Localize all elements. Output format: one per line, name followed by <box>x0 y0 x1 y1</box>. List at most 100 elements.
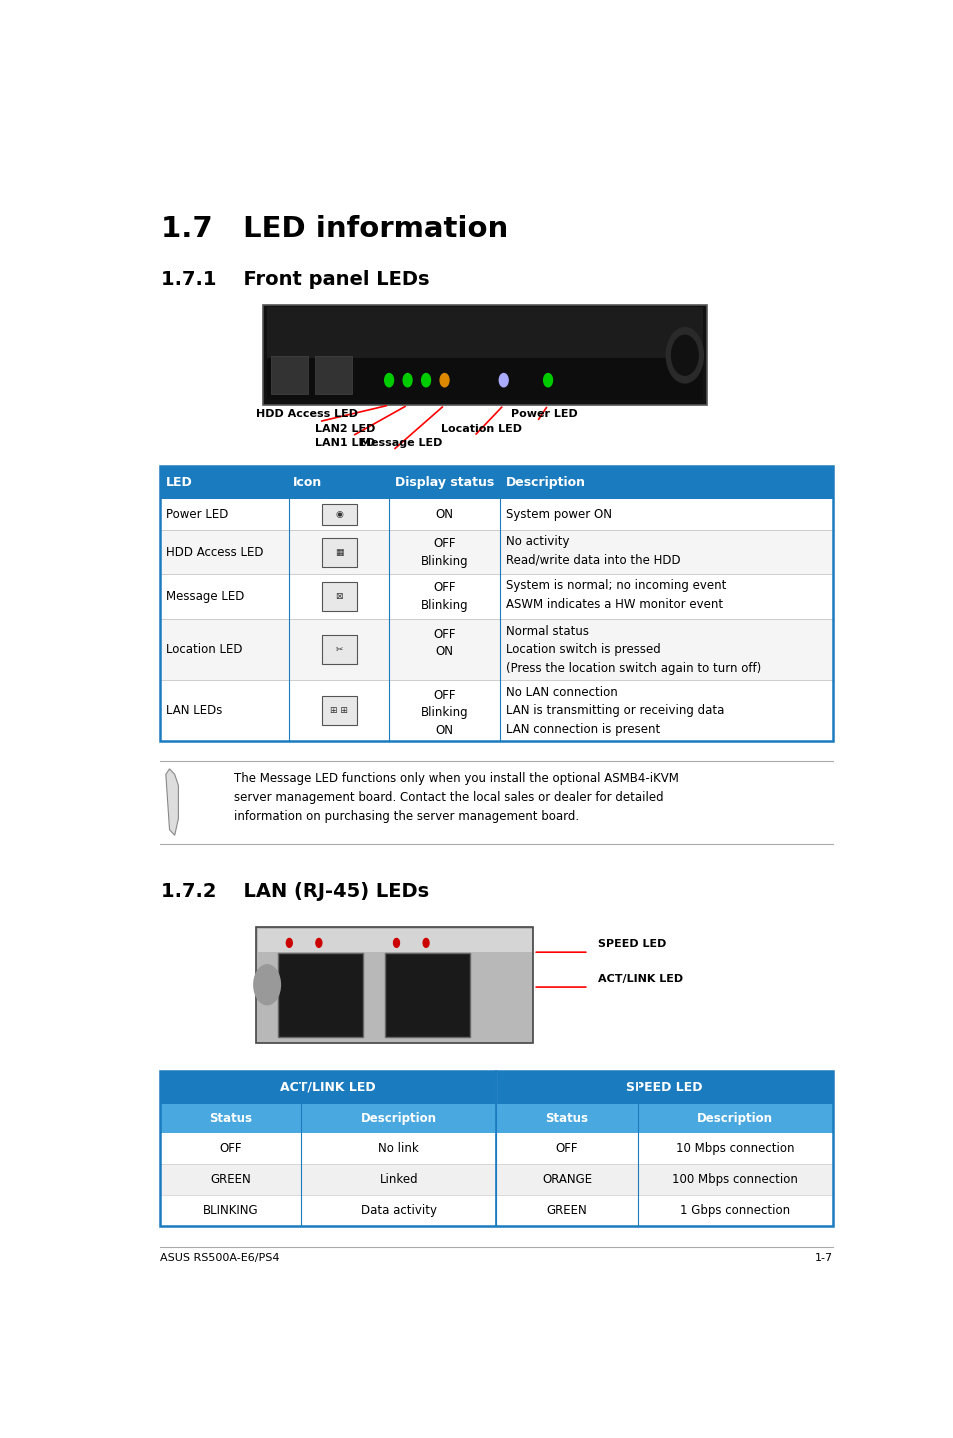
FancyBboxPatch shape <box>257 929 531 952</box>
FancyBboxPatch shape <box>321 634 356 663</box>
Circle shape <box>253 965 280 1005</box>
Text: Read/write data into the HDD: Read/write data into the HDD <box>505 554 679 567</box>
Text: No link: No link <box>378 1142 418 1155</box>
Text: LAN connection is present: LAN connection is present <box>505 723 659 736</box>
Text: Linked: Linked <box>379 1172 417 1185</box>
Text: 10 Mbps connection: 10 Mbps connection <box>676 1142 794 1155</box>
Circle shape <box>394 939 399 948</box>
Text: HDD Access LED: HDD Access LED <box>166 546 263 559</box>
FancyBboxPatch shape <box>160 1195 832 1225</box>
Text: ◉: ◉ <box>335 510 343 519</box>
FancyBboxPatch shape <box>160 1133 832 1163</box>
FancyBboxPatch shape <box>160 499 832 531</box>
Text: Display status: Display status <box>395 476 494 489</box>
Text: HDD Access LED: HDD Access LED <box>255 410 357 420</box>
Text: No activity: No activity <box>505 535 569 548</box>
Text: Message LED: Message LED <box>359 439 441 449</box>
Text: ACT/LINK LED: ACT/LINK LED <box>280 1080 375 1094</box>
Text: OFF: OFF <box>433 689 456 702</box>
Text: ON: ON <box>436 646 453 659</box>
Text: LAN1 LED: LAN1 LED <box>314 439 375 449</box>
Text: Icon: Icon <box>293 476 322 489</box>
Text: Power LED: Power LED <box>166 508 228 521</box>
Text: Blinking: Blinking <box>420 598 468 611</box>
Text: Description: Description <box>505 476 585 489</box>
FancyBboxPatch shape <box>321 538 356 567</box>
Text: OFF: OFF <box>433 536 456 549</box>
FancyBboxPatch shape <box>278 953 363 1037</box>
FancyBboxPatch shape <box>263 305 706 406</box>
Text: OFF: OFF <box>433 581 456 594</box>
Text: 1.7   LED information: 1.7 LED information <box>161 214 508 243</box>
FancyBboxPatch shape <box>160 618 832 680</box>
Text: LAN LEDs: LAN LEDs <box>166 703 222 716</box>
Text: 1.7.1    Front panel LEDs: 1.7.1 Front panel LEDs <box>161 270 430 289</box>
Text: ASWM indicates a HW monitor event: ASWM indicates a HW monitor event <box>505 598 722 611</box>
Circle shape <box>403 374 412 387</box>
Circle shape <box>423 939 429 948</box>
FancyBboxPatch shape <box>160 466 832 499</box>
Text: LED: LED <box>166 476 193 489</box>
Text: ORANGE: ORANGE <box>541 1172 592 1185</box>
Text: ON: ON <box>436 508 453 521</box>
Circle shape <box>498 374 508 387</box>
Polygon shape <box>166 769 178 835</box>
FancyBboxPatch shape <box>267 308 702 361</box>
FancyBboxPatch shape <box>160 575 832 618</box>
Text: ⊠: ⊠ <box>335 592 342 601</box>
Text: BLINKING: BLINKING <box>203 1204 258 1217</box>
Text: GREEN: GREEN <box>210 1172 251 1185</box>
Text: Status: Status <box>545 1112 588 1125</box>
Text: LAN2 LED: LAN2 LED <box>314 424 375 434</box>
Text: Location switch is pressed: Location switch is pressed <box>505 643 660 656</box>
Text: System power ON: System power ON <box>505 508 611 521</box>
Text: 1-7: 1-7 <box>814 1254 832 1263</box>
FancyBboxPatch shape <box>314 357 352 394</box>
FancyBboxPatch shape <box>160 531 832 575</box>
Text: Description: Description <box>697 1112 772 1125</box>
Circle shape <box>439 374 449 387</box>
Text: SPEED LED: SPEED LED <box>625 1080 702 1094</box>
FancyBboxPatch shape <box>321 582 356 611</box>
Circle shape <box>543 374 552 387</box>
Text: (Press the location switch again to turn off): (Press the location switch again to turn… <box>505 661 760 674</box>
Text: LAN is transmitting or receiving data: LAN is transmitting or receiving data <box>505 705 723 718</box>
Text: Normal status: Normal status <box>505 626 588 638</box>
Text: The Message LED functions only when you install the optional ASMB4-iKVM
server m: The Message LED functions only when you … <box>233 772 678 823</box>
Text: Data activity: Data activity <box>360 1204 436 1217</box>
Text: Location LED: Location LED <box>440 424 521 434</box>
FancyBboxPatch shape <box>160 1070 832 1104</box>
Text: ON: ON <box>436 723 453 736</box>
Text: ✂: ✂ <box>335 644 342 654</box>
FancyBboxPatch shape <box>271 357 308 394</box>
Circle shape <box>384 374 394 387</box>
FancyBboxPatch shape <box>321 505 356 525</box>
Circle shape <box>421 374 430 387</box>
Text: Blinking: Blinking <box>420 555 468 568</box>
Text: 100 Mbps connection: 100 Mbps connection <box>672 1172 798 1185</box>
Text: ⊞ ⊞: ⊞ ⊞ <box>330 706 348 715</box>
Circle shape <box>286 939 292 948</box>
Text: OFF: OFF <box>219 1142 241 1155</box>
Text: ASUS RS500A-E6/PS4: ASUS RS500A-E6/PS4 <box>160 1254 279 1263</box>
FancyBboxPatch shape <box>160 680 832 741</box>
FancyBboxPatch shape <box>385 953 470 1037</box>
FancyBboxPatch shape <box>160 1163 832 1195</box>
Text: Message LED: Message LED <box>166 590 244 603</box>
FancyBboxPatch shape <box>255 926 533 1043</box>
Circle shape <box>671 335 698 375</box>
Text: Power LED: Power LED <box>511 410 578 420</box>
Text: OFF: OFF <box>556 1142 578 1155</box>
Text: Location LED: Location LED <box>166 643 242 656</box>
Text: Blinking: Blinking <box>420 706 468 719</box>
FancyBboxPatch shape <box>267 358 702 400</box>
Text: Status: Status <box>209 1112 252 1125</box>
Circle shape <box>315 939 321 948</box>
Text: Description: Description <box>360 1112 436 1125</box>
Text: GREEN: GREEN <box>546 1204 587 1217</box>
FancyBboxPatch shape <box>321 696 356 725</box>
Text: SPEED LED: SPEED LED <box>597 939 665 949</box>
Text: OFF: OFF <box>433 628 456 641</box>
Text: 1.7.2    LAN (RJ-45) LEDs: 1.7.2 LAN (RJ-45) LEDs <box>161 883 429 902</box>
Text: No LAN connection: No LAN connection <box>505 686 617 699</box>
